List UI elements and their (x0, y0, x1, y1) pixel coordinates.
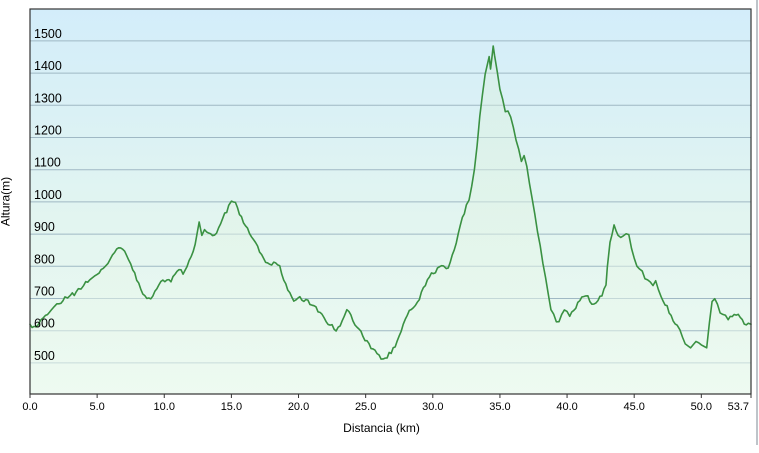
svg-text:50.0: 50.0 (691, 401, 712, 413)
svg-text:700: 700 (34, 285, 55, 299)
svg-text:800: 800 (34, 252, 55, 266)
svg-text:20.0: 20.0 (288, 401, 309, 413)
svg-text:1300: 1300 (34, 91, 62, 105)
svg-text:900: 900 (34, 220, 55, 234)
svg-text:600: 600 (34, 317, 55, 331)
svg-text:1100: 1100 (34, 156, 61, 170)
svg-text:40.0: 40.0 (556, 401, 577, 413)
svg-text:1200: 1200 (34, 124, 62, 138)
svg-text:1400: 1400 (34, 59, 62, 73)
svg-text:45.0: 45.0 (623, 401, 644, 413)
svg-text:500: 500 (34, 349, 55, 363)
svg-text:15.0: 15.0 (221, 401, 242, 413)
svg-text:10.0: 10.0 (154, 401, 175, 413)
svg-text:25.0: 25.0 (355, 401, 376, 413)
svg-text:30.0: 30.0 (422, 401, 443, 413)
svg-text:1000: 1000 (34, 188, 62, 202)
svg-text:53.7: 53.7 (728, 401, 749, 413)
svg-text:0.0: 0.0 (22, 401, 37, 413)
svg-text:1500: 1500 (34, 27, 62, 41)
svg-text:5.0: 5.0 (89, 401, 104, 413)
svg-text:Distancia (km): Distancia (km) (343, 421, 420, 435)
svg-text:Altura(m): Altura(m) (0, 177, 13, 226)
svg-text:35.0: 35.0 (489, 401, 510, 413)
